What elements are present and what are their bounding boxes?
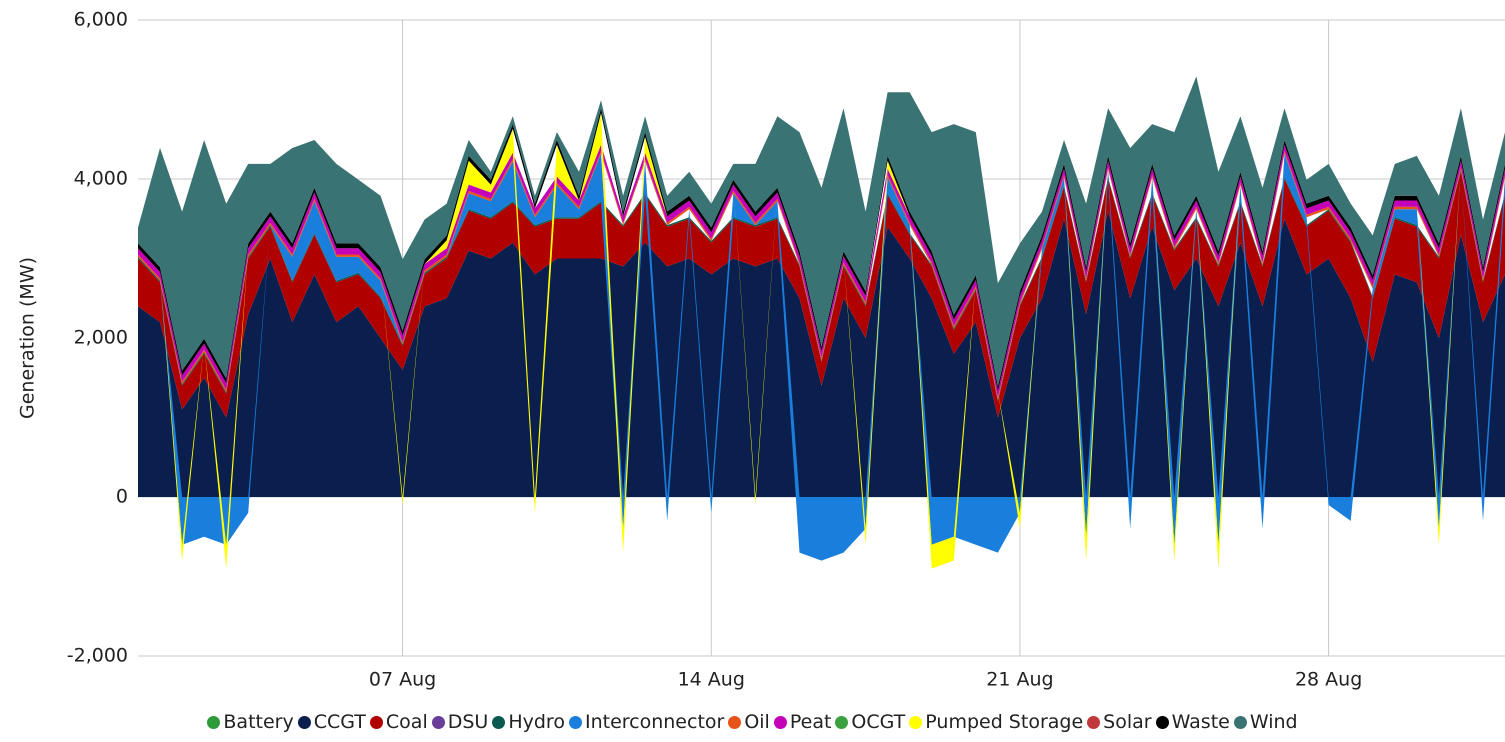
legend-marker [835, 716, 849, 729]
legend-marker [207, 716, 221, 729]
legend-item[interactable]: Oil [728, 711, 770, 733]
legend: Battery CCGT Coal DSU Hydro Interconnector Oil… [0, 711, 1505, 733]
legend-item[interactable]: Interconnector [568, 711, 725, 733]
chart: -2,000 0 2,000 4,000 6,000 07 Aug 14 Aug 21 Aug… [17, 9, 1505, 691]
legend-label: Solar [1103, 711, 1152, 733]
legend-label: CCGT [313, 711, 366, 733]
legend-label: Oil [744, 711, 770, 733]
x-tick-label: 14 Aug [678, 669, 745, 691]
legend-label: Hydro [508, 711, 565, 733]
legend-label: Peat [789, 711, 832, 733]
x-tick-label: 28 Aug [1295, 669, 1362, 691]
legend-marker [773, 716, 787, 729]
legend-marker [492, 716, 506, 729]
y-tick-label: 6,000 [74, 9, 128, 31]
y-tick-label: 2,000 [74, 327, 128, 349]
legend-marker [1233, 716, 1247, 729]
legend-marker [1155, 716, 1169, 729]
legend-marker [1087, 716, 1101, 729]
legend-label: Waste [1171, 711, 1230, 733]
y-axis-title: Generation (MW) [17, 257, 39, 419]
legend-marker [909, 716, 923, 729]
legend-marker [728, 716, 742, 729]
legend-label: OCGT [851, 711, 906, 733]
legend-item[interactable]: CCGT [297, 711, 366, 733]
legend-item[interactable]: DSU [431, 711, 489, 733]
y-tick-label: 0 [116, 486, 128, 508]
legend-label: Coal [385, 711, 428, 733]
legend-label: Battery [223, 711, 294, 733]
x-tick-label: 21 Aug [986, 669, 1053, 691]
legend-item[interactable]: Hydro [492, 711, 565, 733]
legend-item[interactable]: OCGT [835, 711, 905, 733]
legend-label: Interconnector [584, 711, 725, 733]
legend-marker [568, 716, 582, 729]
legend-item[interactable]: Coal [369, 711, 428, 733]
area [138, 171, 1505, 418]
y-tick-label: 4,000 [74, 168, 128, 190]
legend-item[interactable]: Battery [207, 711, 294, 733]
x-tick-label: 07 Aug [369, 669, 436, 691]
area [138, 76, 1505, 387]
area [138, 210, 1505, 498]
legend-item[interactable]: Wind [1233, 711, 1298, 733]
labels: -2,000 0 2,000 4,000 6,000 07 Aug 14 Aug 21 Aug… [67, 9, 1363, 691]
area [138, 144, 1505, 398]
legend-marker [297, 716, 311, 729]
legend-label: Pumped Storage [925, 711, 1084, 733]
legend-item[interactable]: Waste [1155, 711, 1230, 733]
legend-marker [369, 716, 383, 729]
legend-label: Wind [1249, 711, 1298, 733]
legend-item[interactable]: Peat [773, 711, 832, 733]
legend-marker [431, 716, 445, 729]
legend-item[interactable]: Pumped Storage [909, 711, 1083, 733]
areas [138, 76, 1505, 569]
legend-item[interactable]: Solar [1087, 711, 1152, 733]
y-tick-label: -2,000 [67, 645, 128, 667]
legend-label: DSU [447, 711, 489, 733]
